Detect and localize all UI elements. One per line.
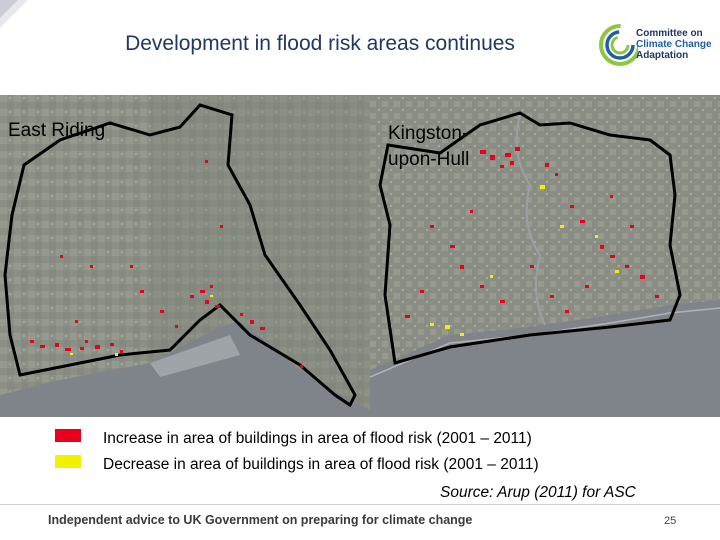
legend-swatch-decrease (55, 455, 81, 468)
hull-label-line-1: Kingston- (388, 123, 469, 144)
hull-label-line-2: upon-Hull (388, 149, 470, 170)
legend-swatch-increase (55, 429, 81, 442)
legend-label-decrease: Decrease in area of buildings in area of… (103, 456, 539, 473)
logo-line-2: Climate Change (636, 39, 712, 50)
east-riding-map (0, 95, 370, 417)
footer-text: Independent advice to UK Government on p… (48, 513, 473, 527)
source-caption: Source: Arup (2011) for ASC (440, 484, 636, 501)
logo-swirl-icon (599, 24, 638, 66)
slide-title: Development in flood risk areas continue… (125, 32, 515, 55)
legend-label-increase: Increase in area of buildings in area of… (103, 430, 532, 447)
page-number: 25 (664, 515, 677, 527)
logo-line-1: Committee on (636, 28, 703, 39)
hull-map (370, 95, 720, 417)
east-riding-map-image (0, 95, 370, 417)
corner-decoration (0, 0, 28, 28)
hull-label: Kingston- upon-Hull (388, 121, 498, 173)
ccc-logo: Committee on Climate Change Adaptation (596, 6, 718, 84)
footer-divider (0, 504, 720, 505)
east-riding-label: East Riding (8, 120, 106, 141)
hull-map-image (370, 95, 720, 417)
logo-text: Committee on Climate Change Adaptation (636, 28, 712, 61)
logo-line-3: Adaptation (636, 50, 689, 61)
